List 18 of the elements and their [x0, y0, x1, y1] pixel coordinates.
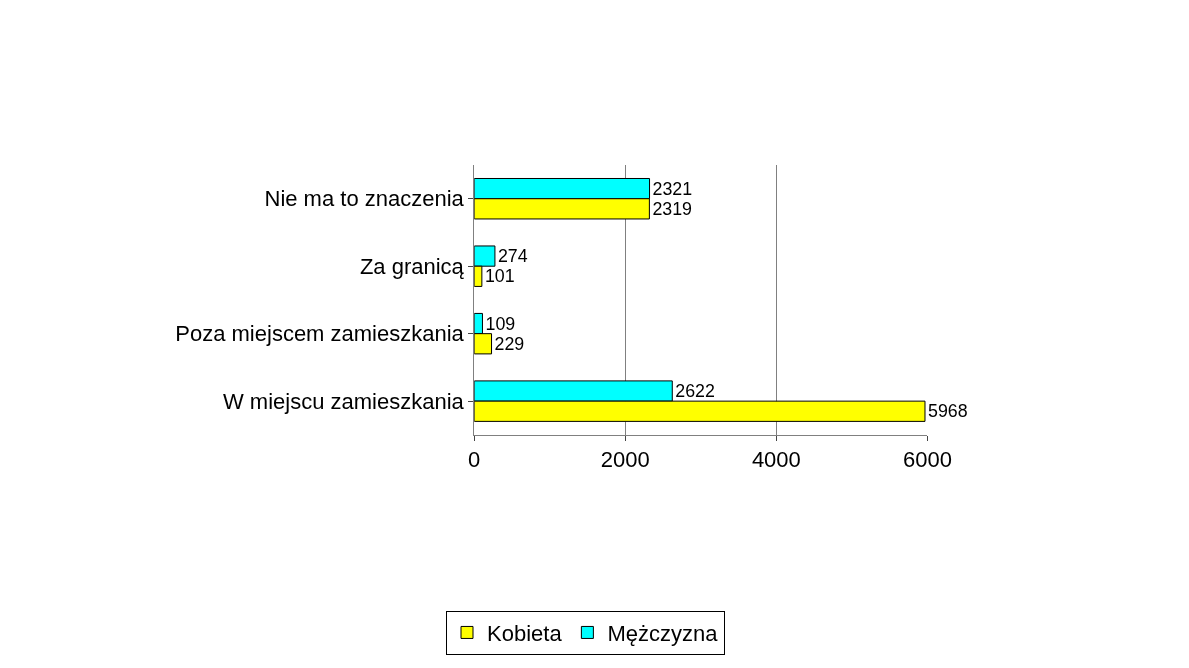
- y-tick-label: W miejscu zamieszkania: [222, 388, 465, 414]
- y-tick-label: Poza miejscem zamieszkania: [175, 321, 465, 347]
- data-label: 229: [494, 333, 525, 354]
- data-label: 5968: [928, 401, 968, 422]
- legend-label: Mężczyzna: [607, 621, 719, 647]
- data-label: 101: [484, 266, 515, 287]
- y-tick-label: Za granicą: [359, 253, 465, 279]
- data-label: 2319: [652, 198, 693, 219]
- data-label: 2622: [675, 381, 715, 402]
- data-label: 274: [497, 246, 528, 267]
- x-tick-label: 6000: [902, 447, 952, 473]
- x-tick-label: 0: [468, 447, 481, 473]
- x-tick-label: 2000: [600, 447, 650, 473]
- data-label: 109: [485, 313, 516, 334]
- x-tick-label: 4000: [751, 447, 801, 473]
- y-tick-label: Nie ma to znaczenia: [264, 186, 465, 212]
- legend-label: Kobieta: [487, 621, 563, 647]
- data-label: 2321: [652, 178, 693, 199]
